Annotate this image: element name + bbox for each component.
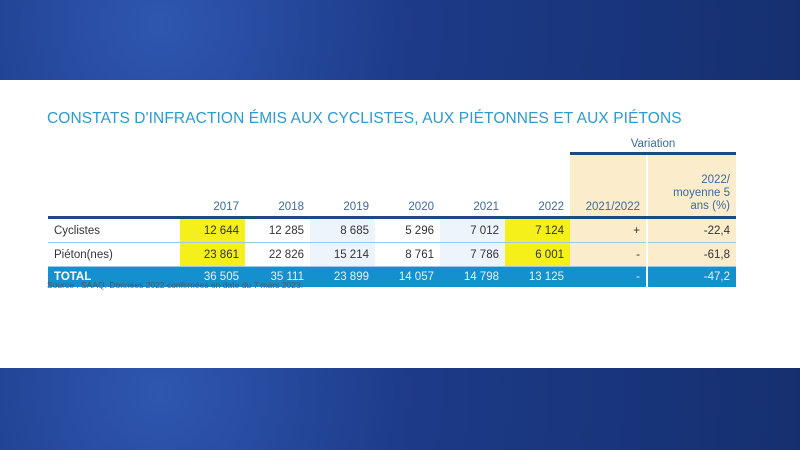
cell: 23 899 [310, 266, 375, 287]
content-panel: CONSTATS D'INFRACTION ÉMIS AUX CYCLISTES… [0, 80, 800, 368]
infractions-table: Variation 2017 2018 2019 2020 2021 2022 … [48, 136, 736, 287]
header-2021-2022: 2021/2022 [570, 153, 647, 219]
row-label: Piéton(nes) [48, 242, 180, 267]
cell: 13 125 [505, 266, 570, 287]
cell: 12 644 [180, 217, 245, 243]
cell: 23 861 [180, 242, 245, 267]
table-title: CONSTATS D'INFRACTION ÉMIS AUX CYCLISTES… [47, 110, 682, 127]
cell: 35 111 [245, 266, 310, 287]
cell: 7 786 [440, 242, 505, 267]
cell: -61,8 [646, 242, 736, 267]
cell: 14 057 [375, 266, 440, 287]
header-2020: 2020 [375, 153, 440, 219]
cell: 12 285 [245, 217, 310, 243]
cell: 8 761 [375, 242, 440, 267]
header-5yr-avg: 2022/ moyenne 5 ans (%) [646, 153, 736, 219]
header-2018: 2018 [245, 153, 310, 219]
cell: -47,2 [646, 266, 736, 287]
header-2019: 2019 [310, 153, 375, 219]
cell: -22,4 [646, 217, 736, 243]
cell: 14 798 [440, 266, 505, 287]
total-row: TOTAL 36 505 35 111 23 899 14 057 14 798… [48, 266, 736, 287]
total-label: TOTAL [48, 266, 180, 287]
cell: 6 001 [505, 242, 570, 267]
header-2021: 2021 [440, 153, 505, 219]
background-bottom [0, 368, 800, 450]
table-row: Piéton(nes) 23 861 22 826 15 214 8 761 7… [48, 242, 736, 267]
cell: - [570, 266, 647, 287]
cell: 7 012 [440, 217, 505, 243]
cell: + [570, 217, 647, 243]
source-note: Source : SAAQ. Données 2022 confirmées e… [47, 280, 304, 290]
row-label: Cyclistes [48, 217, 180, 243]
header-2017: 2017 [180, 153, 245, 219]
cell: 36 505 [180, 266, 245, 287]
cell: 5 296 [375, 217, 440, 243]
cell: 22 826 [245, 242, 310, 267]
cell: 7 124 [505, 217, 570, 243]
cell: 8 685 [310, 217, 375, 243]
variation-header: Variation [570, 136, 736, 155]
background-top [0, 0, 800, 80]
header-2022: 2022 [505, 153, 570, 219]
table-row: Cyclistes 12 644 12 285 8 685 5 296 7 01… [48, 217, 736, 243]
cell: - [570, 242, 647, 267]
cell: 15 214 [310, 242, 375, 267]
